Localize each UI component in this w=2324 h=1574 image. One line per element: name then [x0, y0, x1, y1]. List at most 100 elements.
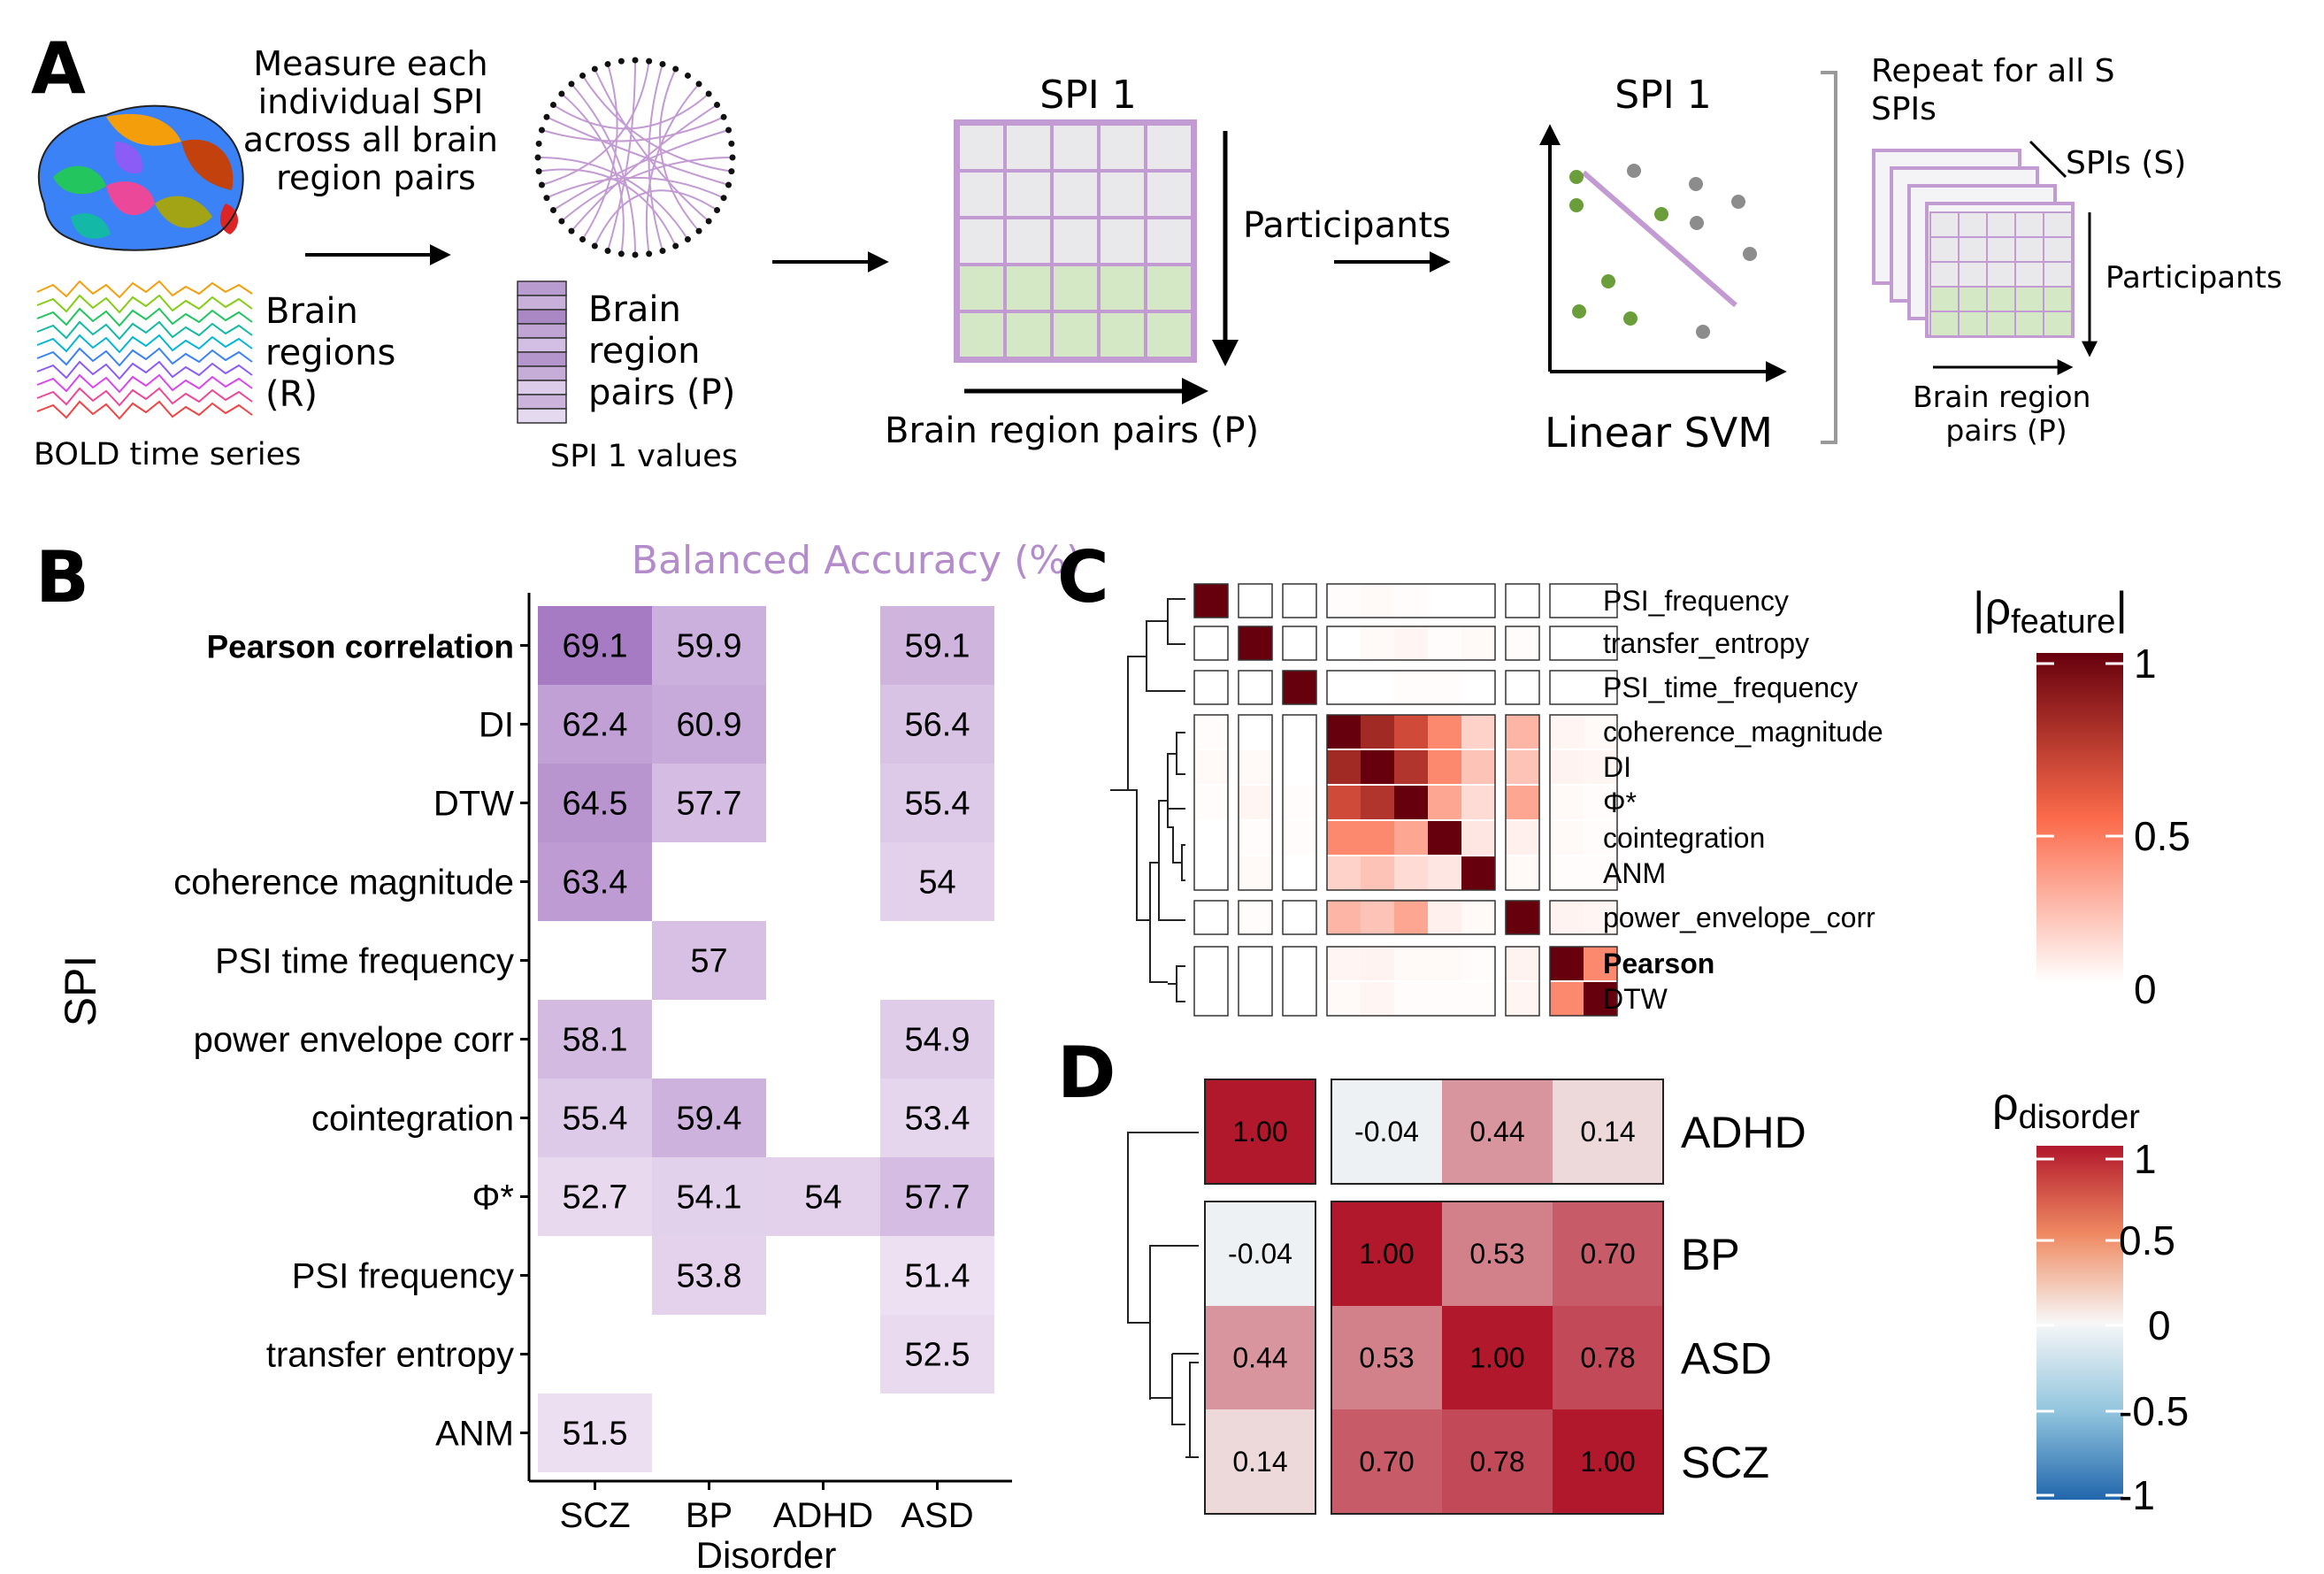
connection-curve: [594, 68, 709, 222]
region-dot: [549, 206, 556, 213]
spi-corr-cell: [1506, 671, 1539, 704]
spi-corr-cell: [1394, 947, 1428, 980]
spi-value-cell: [517, 365, 567, 381]
d-legend-tick-label: -0.5: [2119, 1388, 2189, 1434]
spi-corr-cell: [1428, 671, 1461, 704]
spi-corr-cell: [1584, 821, 1617, 855]
spi-corr-cell: [1283, 671, 1316, 704]
accuracy-cell: [880, 842, 994, 921]
spi-corr-cell: [1283, 584, 1316, 618]
matrix-cell: [1101, 266, 1144, 310]
connection-curve: [607, 59, 636, 251]
d-block: [1331, 1201, 1664, 1515]
spi-corr-cell: [1283, 750, 1316, 784]
region-dot: [646, 58, 653, 65]
disorder-corr-value: 1.00: [1469, 1342, 1524, 1374]
spi-corr-cell: [1194, 715, 1228, 749]
spi-corr-cell: [1506, 821, 1539, 855]
spi-corr-cell: [1394, 901, 1428, 934]
spi-corr-cell: [1361, 584, 1394, 618]
disorder-corr-cell: [1331, 1409, 1442, 1514]
spi-corr-cell: [1194, 671, 1228, 704]
stacked-matrix-cell: [1958, 236, 1988, 263]
d-colorbar: ρdisorder 1 0.5 0 -0.5 -1: [1992, 1079, 2189, 1518]
c-row-label: PSI_time_frequency: [1603, 672, 1858, 703]
accuracy-cell: [652, 1236, 766, 1315]
matrix-cell: [1007, 173, 1050, 216]
b-row-label: PSI time frequency: [215, 942, 514, 981]
spi-corr-cell: [1550, 584, 1584, 618]
disorder-corr-cell: [1442, 1202, 1553, 1306]
accuracy-value: 51.4: [905, 1258, 970, 1295]
spi-corr-cell: [1283, 982, 1316, 1016]
svm-points: [1569, 164, 1757, 339]
d-dendrogram: [1127, 1132, 1199, 1458]
disorder-corr-value: 0.14: [1232, 1446, 1287, 1478]
matrix-cell: [1054, 126, 1097, 169]
stacked-matrices: [1872, 149, 2075, 338]
spi-corr-cell: [1327, 715, 1361, 749]
spi-corr-block: [1282, 946, 1317, 1017]
spi-corr-block: [1238, 946, 1273, 1017]
spi-corr-cell: [1194, 982, 1228, 1016]
spi-corr-cell: [1506, 750, 1539, 784]
bold-time-series-icon: [36, 280, 253, 420]
spi-corr-cell: [1394, 856, 1428, 890]
spi-corr-cell: [1394, 584, 1428, 618]
spi-corr-cell: [1550, 750, 1584, 784]
matrix-cell: [1147, 313, 1191, 357]
spi-corr-cell: [1461, 947, 1495, 980]
panel-letter-a: A: [31, 27, 86, 110]
brain-icon: [37, 104, 244, 251]
spi-corr-cell: [1327, 947, 1361, 980]
spi-corr-cell: [1584, 671, 1617, 704]
d-block: [1204, 1201, 1316, 1515]
spi-corr-cell: [1361, 671, 1394, 704]
spi-corr-cell: [1428, 750, 1461, 784]
disorder-corr-value: 1.00: [1359, 1238, 1414, 1270]
panel-b: B Balanced Accuracy (%) SPI Disorder 69.…: [35, 536, 1081, 1574]
b-row-label: transfer entropy: [266, 1336, 514, 1375]
accuracy-value: 69.1: [563, 628, 628, 665]
spi-corr-cell: [1361, 821, 1394, 855]
matrix-cell: [1147, 126, 1191, 169]
spi-values-label: SPI 1 values: [550, 439, 738, 474]
region-dot: [617, 58, 625, 65]
spi-corr-cell: [1550, 715, 1584, 749]
spi-corr-block: [1505, 670, 1540, 705]
stacked-matrix-cell: [1929, 286, 1960, 312]
spi-correlation-heatmap: PSI_frequency transfer_entropy PSI_time_fr…: [1193, 583, 1883, 1017]
c-row-label: Pearson: [1603, 948, 1714, 979]
c-row-label: ANM: [1603, 857, 1666, 889]
region-dot: [591, 242, 598, 250]
b-row-label: power envelope corr: [194, 1021, 514, 1060]
disorder-corr-value: 0.53: [1469, 1238, 1524, 1270]
spi-corr-block: [1326, 714, 1496, 891]
accuracy-cell: [880, 764, 994, 842]
accuracy-value: 58.1: [563, 1022, 628, 1059]
accuracy-value: 59.1: [905, 628, 970, 665]
disorder-corr-cell: [1331, 1202, 1442, 1306]
stacked-matrix-cell: [1986, 261, 2016, 288]
panel-d: D 1.00 -0.04 0.44 0.14 -0.04 1.00 0.53 0.70 0.44…: [1057, 1032, 2189, 1518]
accuracy-cell: [766, 1157, 880, 1236]
b-row-label: coherence magnitude: [173, 864, 514, 902]
c-legend-tick-label: 1: [2134, 641, 2157, 687]
spi-corr-cell: [1283, 856, 1316, 890]
accuracy-value: 59.4: [677, 1101, 742, 1138]
accuracy-cell: [880, 1236, 994, 1315]
spi-value-cell: [517, 280, 567, 296]
stacked-matrix-cell: [1958, 311, 1988, 337]
spi-corr-cell: [1461, 786, 1495, 819]
bold-time-series-label: BOLD time series: [34, 437, 301, 472]
spi-corr-block: [1549, 626, 1618, 661]
matrix-cell: [1147, 173, 1191, 216]
svm-green-point: [1572, 304, 1586, 319]
disorder-corr-cell: [1205, 1306, 1315, 1409]
svm-green-point: [1569, 170, 1584, 184]
stacked-matrix-cell: [1986, 286, 2016, 312]
spi-corr-cell: [1584, 715, 1617, 749]
connection-curve: [552, 93, 709, 130]
disorder-corr-cell: [1553, 1409, 1663, 1514]
spi-corr-cell: [1461, 856, 1495, 890]
